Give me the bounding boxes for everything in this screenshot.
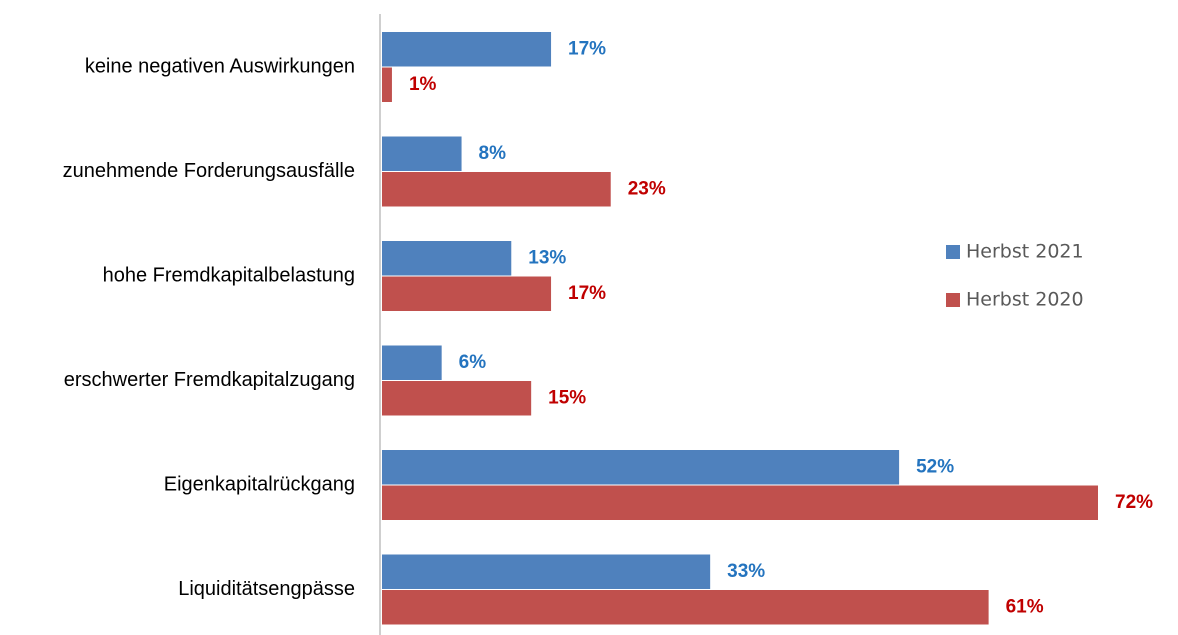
value-label: 13%	[528, 248, 566, 269]
category-label: keine negativen Auswirkungen	[85, 55, 355, 77]
bar	[382, 136, 462, 171]
bar	[382, 241, 512, 276]
legend-swatch	[946, 245, 960, 259]
value-label: 15%	[548, 388, 586, 409]
legend-label: Herbst 2020	[966, 289, 1084, 311]
legend-swatch	[946, 293, 960, 307]
category-label: erschwerter Fremdkapitalzugang	[64, 369, 355, 391]
bar	[382, 345, 442, 380]
bar	[382, 450, 900, 485]
value-label: 6%	[459, 352, 487, 373]
value-label: 17%	[568, 39, 606, 60]
bar	[382, 485, 1098, 520]
category-label: zunehmende Forderungsausfälle	[63, 160, 355, 182]
value-label: 17%	[568, 283, 606, 304]
category-label: Eigenkapitalrückgang	[164, 473, 355, 495]
value-label: 33%	[727, 561, 765, 582]
value-label: 8%	[479, 143, 507, 164]
bar	[382, 276, 552, 311]
bar	[382, 590, 989, 625]
bar	[382, 554, 711, 589]
value-label: 72%	[1115, 492, 1153, 513]
bar	[382, 381, 532, 416]
bar	[382, 32, 552, 67]
category-label: hohe Fremdkapitalbelastung	[103, 264, 355, 286]
category-label: Liquiditätsengpässe	[178, 578, 355, 600]
legend-label: Herbst 2021	[966, 241, 1084, 263]
value-label: 52%	[916, 457, 954, 478]
value-label: 23%	[628, 179, 666, 200]
value-label: 1%	[409, 74, 437, 95]
value-label: 61%	[1006, 597, 1044, 618]
bar	[382, 67, 392, 102]
bar	[382, 172, 611, 207]
